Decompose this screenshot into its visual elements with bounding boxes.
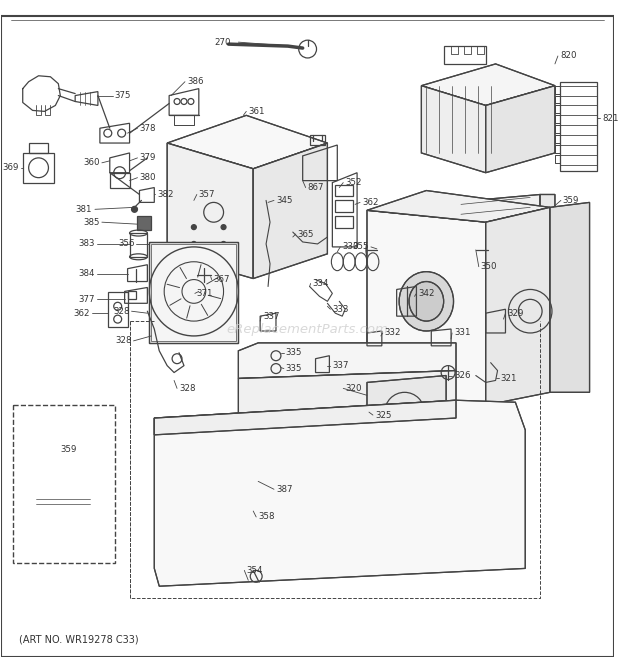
Text: 360: 360	[83, 159, 100, 167]
Text: 820: 820	[560, 52, 577, 61]
Bar	[128, 292, 136, 299]
Text: 331: 331	[454, 329, 471, 338]
Text: 329: 329	[507, 309, 524, 318]
Text: 365: 365	[298, 229, 314, 239]
Polygon shape	[367, 375, 446, 449]
Text: 378: 378	[140, 124, 156, 133]
Text: 337: 337	[263, 311, 280, 321]
Polygon shape	[451, 194, 540, 222]
Text: 335: 335	[286, 348, 303, 357]
Text: 328: 328	[113, 307, 130, 316]
Polygon shape	[540, 194, 555, 220]
Text: 354: 354	[246, 566, 263, 575]
Polygon shape	[167, 143, 253, 278]
Text: 342: 342	[418, 289, 435, 298]
Text: 345: 345	[276, 196, 293, 205]
Polygon shape	[253, 143, 327, 278]
Bar	[130, 233, 148, 257]
Text: 333: 333	[332, 305, 349, 314]
Text: 367: 367	[214, 275, 230, 284]
Text: 326: 326	[454, 371, 471, 380]
Polygon shape	[238, 343, 456, 379]
Text: 377: 377	[79, 295, 95, 304]
Text: eReplacementParts.com: eReplacementParts.com	[227, 323, 389, 336]
Text: 380: 380	[140, 173, 156, 182]
Polygon shape	[422, 64, 555, 106]
Text: 362: 362	[362, 198, 379, 207]
Text: 362: 362	[74, 309, 90, 318]
Bar	[335, 184, 353, 196]
Circle shape	[131, 206, 138, 212]
Text: 359: 359	[563, 196, 579, 205]
Bar	[335, 200, 353, 212]
Bar	[138, 216, 151, 230]
Bar	[335, 216, 353, 228]
Polygon shape	[485, 86, 555, 173]
Ellipse shape	[409, 282, 444, 321]
Text: 382: 382	[157, 190, 174, 199]
Text: 361: 361	[248, 107, 265, 116]
Text: 335: 335	[286, 364, 303, 373]
Text: 352: 352	[345, 178, 361, 187]
Text: 383: 383	[79, 239, 95, 249]
Circle shape	[221, 225, 226, 229]
Polygon shape	[154, 401, 525, 586]
Text: 386: 386	[187, 77, 203, 86]
Polygon shape	[149, 242, 238, 343]
Polygon shape	[422, 86, 485, 173]
Text: 334: 334	[312, 279, 329, 288]
Text: 385: 385	[83, 217, 100, 227]
Polygon shape	[238, 371, 456, 479]
Text: 379: 379	[140, 153, 156, 163]
Text: 328: 328	[115, 336, 131, 346]
Polygon shape	[485, 208, 550, 405]
Text: (ART NO. WR19278 C33): (ART NO. WR19278 C33)	[19, 635, 138, 644]
Text: 350: 350	[480, 262, 497, 271]
Text: 320: 320	[345, 384, 361, 393]
Ellipse shape	[399, 272, 454, 331]
Text: 384: 384	[79, 269, 95, 278]
Text: 270: 270	[214, 38, 231, 47]
Text: 328: 328	[179, 384, 195, 393]
Text: 357: 357	[199, 190, 215, 199]
Polygon shape	[154, 401, 456, 435]
Text: 821: 821	[603, 114, 619, 123]
Text: 387: 387	[276, 485, 293, 494]
Text: 867: 867	[308, 183, 324, 192]
Polygon shape	[167, 115, 327, 169]
Polygon shape	[367, 210, 485, 405]
Text: 332: 332	[385, 329, 401, 338]
Text: 330: 330	[342, 243, 359, 251]
Text: 325: 325	[375, 410, 391, 420]
Text: 375: 375	[115, 91, 131, 100]
Text: 356: 356	[118, 239, 135, 249]
Text: 369: 369	[2, 163, 19, 173]
Text: 337: 337	[332, 361, 349, 370]
Polygon shape	[550, 202, 590, 393]
Circle shape	[221, 241, 226, 247]
Text: 381: 381	[76, 205, 92, 214]
Text: 355: 355	[352, 243, 369, 251]
Bar	[560, 82, 598, 171]
Text: 371: 371	[197, 289, 213, 298]
Circle shape	[192, 241, 197, 247]
Circle shape	[192, 225, 197, 229]
Text: 359: 359	[60, 446, 76, 454]
Text: 321: 321	[500, 374, 517, 383]
Text: 358: 358	[258, 512, 275, 522]
Bar	[108, 292, 128, 327]
Polygon shape	[367, 190, 550, 222]
